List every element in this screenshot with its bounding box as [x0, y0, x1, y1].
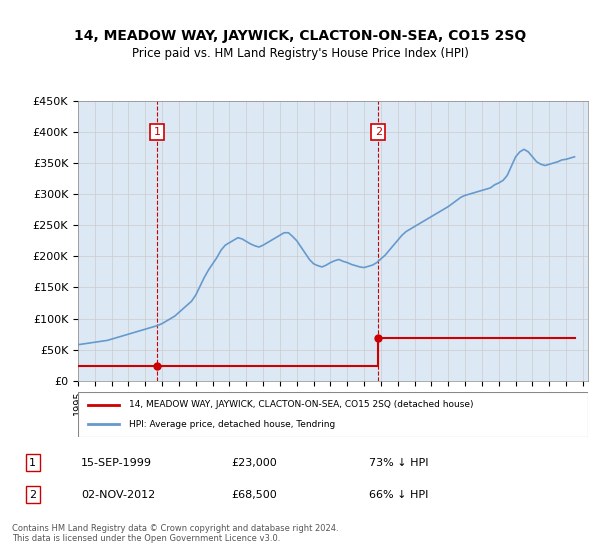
Text: £23,000: £23,000: [231, 458, 277, 468]
Text: 73% ↓ HPI: 73% ↓ HPI: [369, 458, 428, 468]
Text: 15-SEP-1999: 15-SEP-1999: [81, 458, 152, 468]
Text: 14, MEADOW WAY, JAYWICK, CLACTON-ON-SEA, CO15 2SQ: 14, MEADOW WAY, JAYWICK, CLACTON-ON-SEA,…: [74, 29, 526, 44]
Text: Price paid vs. HM Land Registry's House Price Index (HPI): Price paid vs. HM Land Registry's House …: [131, 46, 469, 60]
Text: HPI: Average price, detached house, Tendring: HPI: Average price, detached house, Tend…: [129, 420, 335, 429]
FancyBboxPatch shape: [78, 392, 588, 437]
Text: 1: 1: [154, 127, 161, 137]
Text: 1: 1: [29, 458, 36, 468]
Text: £68,500: £68,500: [231, 490, 277, 500]
Text: 66% ↓ HPI: 66% ↓ HPI: [369, 490, 428, 500]
Text: 02-NOV-2012: 02-NOV-2012: [81, 490, 155, 500]
Text: 14, MEADOW WAY, JAYWICK, CLACTON-ON-SEA, CO15 2SQ (detached house): 14, MEADOW WAY, JAYWICK, CLACTON-ON-SEA,…: [129, 400, 473, 409]
Text: 2: 2: [375, 127, 382, 137]
Text: Contains HM Land Registry data © Crown copyright and database right 2024.
This d: Contains HM Land Registry data © Crown c…: [12, 524, 338, 543]
Text: 2: 2: [29, 490, 37, 500]
